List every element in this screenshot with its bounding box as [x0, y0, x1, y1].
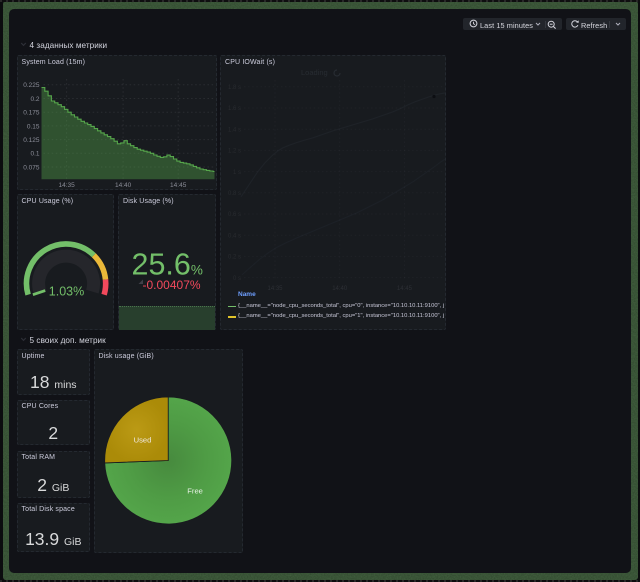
svg-text:Free: Free	[187, 486, 203, 495]
svg-text:0.125: 0.125	[23, 137, 40, 144]
svg-text:0.15: 0.15	[26, 123, 39, 130]
svg-text:0.2 s: 0.2 s	[228, 255, 241, 261]
svg-text:1.2 s: 1.2 s	[228, 149, 241, 155]
svg-text:1 s: 1 s	[233, 170, 241, 176]
svg-text:0.1: 0.1	[30, 151, 39, 158]
svg-text:14:35: 14:35	[58, 182, 75, 189]
svg-text:0.175: 0.175	[23, 110, 40, 117]
svg-text:0.2: 0.2	[30, 96, 39, 103]
svg-text:0.4 s: 0.4 s	[228, 234, 241, 240]
svg-text:0 s: 0 s	[233, 276, 241, 282]
svg-text:14:45: 14:45	[170, 182, 187, 189]
svg-text:1.6 s: 1.6 s	[228, 106, 241, 112]
svg-text:Used: Used	[133, 435, 151, 444]
svg-text:14:40: 14:40	[114, 182, 131, 189]
svg-text:14:35: 14:35	[267, 286, 283, 292]
svg-text:14:40: 14:40	[332, 286, 348, 292]
svg-text:1.4 s: 1.4 s	[228, 128, 241, 134]
svg-text:25.6%: 25.6%	[132, 248, 203, 282]
svg-text:0.6 s: 0.6 s	[228, 212, 241, 218]
svg-text:0.075: 0.075	[23, 165, 40, 172]
svg-text:14:45: 14:45	[397, 286, 413, 292]
svg-text:-0.00407%: -0.00407%	[143, 278, 201, 292]
svg-text:0.8 s: 0.8 s	[228, 191, 241, 197]
svg-text:1.8 s: 1.8 s	[228, 85, 241, 91]
svg-text:0.225: 0.225	[23, 82, 40, 89]
svg-text:1.03%: 1.03%	[48, 285, 83, 299]
